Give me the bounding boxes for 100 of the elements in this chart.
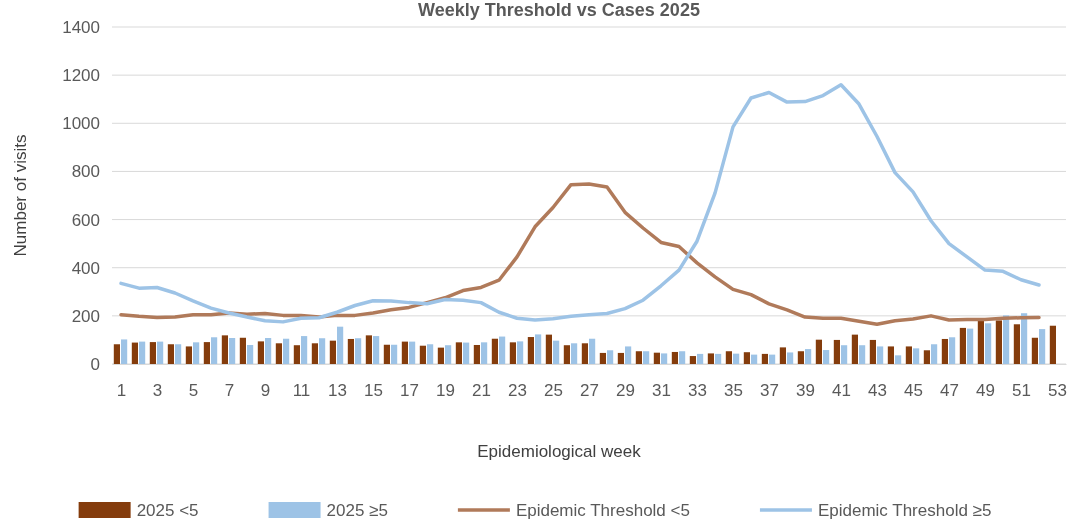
bar <box>841 345 848 364</box>
bar <box>365 335 372 364</box>
bar <box>1021 313 1028 364</box>
bar <box>797 351 804 364</box>
bar <box>391 344 398 364</box>
bar <box>247 344 254 364</box>
x-tick-label: 9 <box>260 381 271 401</box>
bar <box>679 351 686 364</box>
bar <box>617 352 624 364</box>
bar <box>571 343 578 364</box>
bar <box>373 336 380 364</box>
x-tick-label: 17 <box>400 381 419 401</box>
bar <box>833 339 840 364</box>
bar <box>517 341 524 364</box>
bar <box>671 351 678 364</box>
x-tick-label: 37 <box>760 381 779 401</box>
bar <box>275 343 282 364</box>
y-tick-label: 0 <box>90 354 100 374</box>
bar <box>931 344 938 364</box>
bar <box>319 338 326 364</box>
bar <box>203 342 210 364</box>
bar <box>455 342 462 364</box>
x-axis-title: Epidemiological week <box>477 442 642 461</box>
bar <box>293 345 300 364</box>
bar <box>1039 329 1046 364</box>
line-series <box>119 182 1041 327</box>
bar <box>113 344 120 364</box>
x-tick-label: 47 <box>940 381 959 401</box>
bar <box>419 345 426 364</box>
bar <box>139 341 146 364</box>
y-tick-label: 1400 <box>62 17 100 37</box>
bar <box>121 339 128 364</box>
bar <box>761 353 768 364</box>
bar <box>589 338 596 364</box>
bar <box>1049 325 1056 364</box>
y-tick-label: 800 <box>71 162 100 182</box>
bar <box>733 353 740 364</box>
y-tick-label: 1000 <box>62 114 100 134</box>
bar <box>913 348 920 364</box>
x-tick-label: 29 <box>616 381 635 401</box>
bar <box>337 326 344 364</box>
bar <box>311 343 318 364</box>
bar <box>905 346 912 364</box>
bar <box>329 340 336 364</box>
bar <box>527 337 534 364</box>
x-tick-label: 5 <box>188 381 199 401</box>
x-tick-label: 23 <box>508 381 527 401</box>
bar <box>563 345 570 364</box>
bar <box>175 344 182 364</box>
bar <box>545 334 552 364</box>
bar <box>1031 337 1038 364</box>
bar <box>283 338 290 364</box>
y-tick-label: 200 <box>71 306 100 326</box>
bar <box>707 353 714 364</box>
bar <box>499 336 506 364</box>
bar <box>959 327 966 364</box>
bar <box>607 350 614 364</box>
bar <box>149 342 156 364</box>
bar <box>851 334 858 364</box>
bar <box>301 336 308 364</box>
y-tick-label: 1200 <box>62 66 100 86</box>
bar <box>985 323 992 364</box>
bar <box>859 345 866 364</box>
line-series <box>119 83 1041 324</box>
bar <box>743 352 750 364</box>
bar <box>869 339 876 364</box>
bar <box>535 334 542 364</box>
bar <box>887 346 894 364</box>
bar <box>895 355 902 364</box>
bar <box>229 338 236 364</box>
bar <box>725 351 732 364</box>
bar <box>923 350 930 364</box>
bar <box>193 342 200 364</box>
bar <box>815 339 822 364</box>
bar <box>661 353 668 364</box>
bar <box>257 341 264 364</box>
bar <box>697 353 704 364</box>
bar <box>977 318 984 364</box>
bar <box>265 338 272 364</box>
legend-label: Epidemic Threshold <5 <box>515 501 690 520</box>
bar <box>131 342 138 364</box>
bar <box>769 354 776 364</box>
bar <box>491 338 498 364</box>
bar <box>625 346 632 364</box>
bar <box>635 351 642 364</box>
bar <box>211 337 218 364</box>
bar <box>941 338 948 364</box>
x-tick-label: 31 <box>652 381 671 401</box>
bar <box>949 337 956 364</box>
bar <box>347 338 354 364</box>
bar <box>463 342 470 364</box>
bar <box>239 337 246 364</box>
x-tick-label: 33 <box>688 381 707 401</box>
bar <box>581 343 588 364</box>
bar <box>401 341 408 364</box>
bar <box>823 350 830 364</box>
bar <box>1003 315 1010 364</box>
x-tick-label: 41 <box>832 381 851 401</box>
bar <box>877 346 884 364</box>
bar <box>553 340 560 364</box>
